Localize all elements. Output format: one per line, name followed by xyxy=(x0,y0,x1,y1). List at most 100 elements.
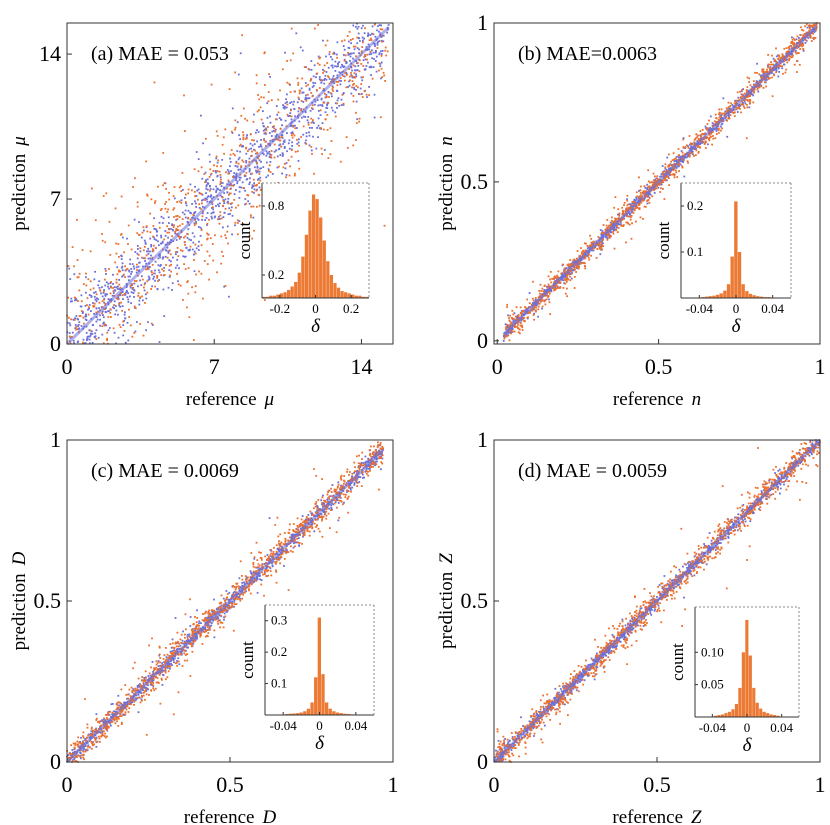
scatter-point xyxy=(360,76,363,79)
scatter-point xyxy=(194,185,196,188)
scatter-point xyxy=(721,112,724,115)
histogram-bar xyxy=(336,287,341,298)
scatter-point xyxy=(579,262,582,265)
scatter-point xyxy=(813,38,815,41)
scatter-point xyxy=(258,186,261,189)
scatter-point xyxy=(700,141,702,144)
scatter-point xyxy=(365,460,368,463)
scatter-point xyxy=(205,137,207,140)
scatter-point xyxy=(752,80,755,82)
scatter-point xyxy=(736,111,739,113)
scatter-point xyxy=(808,26,811,28)
scatter-point xyxy=(276,113,279,116)
scatter-point xyxy=(80,305,83,308)
scatter-point xyxy=(90,330,93,333)
scatter-point xyxy=(150,271,153,273)
scatter-point xyxy=(762,74,765,77)
scatter-point xyxy=(660,187,662,190)
scatter-point xyxy=(327,157,330,159)
scatter-point xyxy=(356,36,359,39)
scatter-point xyxy=(380,67,383,70)
scatter-point xyxy=(549,271,552,273)
scatter-point xyxy=(248,170,251,173)
scatter-point xyxy=(236,165,239,168)
scatter-point xyxy=(311,153,313,155)
scatter-point xyxy=(660,175,663,178)
scatter-point xyxy=(340,98,343,101)
scatter-point xyxy=(326,129,329,131)
scatter-point xyxy=(761,68,764,71)
scatter-point xyxy=(193,222,196,225)
scatter-point xyxy=(359,59,361,62)
scatter-point xyxy=(211,217,213,220)
scatter-point xyxy=(145,329,147,332)
scatter-point xyxy=(669,164,672,166)
scatter-point xyxy=(90,296,93,298)
scatter-point xyxy=(262,122,264,125)
scatter-point xyxy=(151,273,153,276)
histogram-bar xyxy=(319,217,323,298)
scatter-point xyxy=(86,335,89,338)
scatter-point xyxy=(109,308,112,311)
scatter-point xyxy=(635,220,637,223)
scatter-point xyxy=(290,27,293,30)
scatter-point xyxy=(521,329,524,331)
scatter-point xyxy=(246,194,249,196)
scatter-point xyxy=(664,178,667,181)
scatter-point xyxy=(614,196,617,198)
scatter-point xyxy=(718,131,720,134)
scatter-point xyxy=(308,134,311,137)
scatter-point xyxy=(147,279,150,281)
scatter-point xyxy=(119,286,122,289)
scatter-point xyxy=(361,79,364,82)
scatter-point xyxy=(267,126,269,128)
scatter-point xyxy=(290,155,293,158)
scatter-point xyxy=(760,85,763,88)
scatter-point xyxy=(115,281,118,284)
scatter-point xyxy=(515,306,518,309)
scatter-point xyxy=(201,205,204,208)
scatter-point xyxy=(139,250,142,253)
scatter-point xyxy=(661,171,664,173)
scatter-point xyxy=(646,187,649,190)
scatter-point xyxy=(97,284,100,287)
scatter-point xyxy=(321,105,324,107)
scatter-point xyxy=(311,107,313,109)
scatter-point xyxy=(296,77,299,80)
scatter-point xyxy=(300,108,303,110)
scatter-point xyxy=(85,319,88,321)
scatter-point xyxy=(573,258,576,261)
scatter-point xyxy=(553,278,555,280)
scatter-point xyxy=(323,79,326,81)
scatter-point xyxy=(359,466,362,469)
scatter-point xyxy=(654,178,657,181)
x-tick-label: 14 xyxy=(350,354,372,379)
histogram-bar xyxy=(329,275,334,298)
scatter-point xyxy=(524,306,526,308)
scatter-point xyxy=(149,250,151,253)
scatter-point xyxy=(170,263,172,266)
scatter-point xyxy=(356,47,359,49)
scatter-point xyxy=(351,38,354,40)
scatter-point xyxy=(313,103,316,106)
scatter-point xyxy=(348,40,350,43)
scatter-point xyxy=(198,203,201,206)
scatter-point xyxy=(657,178,659,181)
scatter-point xyxy=(194,291,197,294)
scatter-point xyxy=(115,286,118,289)
scatter-point xyxy=(355,69,358,72)
scatter-point xyxy=(385,54,388,57)
scatter-point xyxy=(178,663,181,666)
scatter-point xyxy=(85,291,87,294)
scatter-point xyxy=(155,239,158,241)
scatter-point xyxy=(711,124,714,127)
scatter-point xyxy=(778,55,780,58)
scatter-point xyxy=(647,195,650,198)
scatter-point xyxy=(150,245,153,248)
scatter-point xyxy=(156,277,159,279)
scatter-point xyxy=(355,25,357,28)
scatter-point xyxy=(699,134,702,137)
scatter-point xyxy=(238,179,241,181)
scatter-point xyxy=(661,179,664,182)
scatter-point xyxy=(176,215,179,217)
